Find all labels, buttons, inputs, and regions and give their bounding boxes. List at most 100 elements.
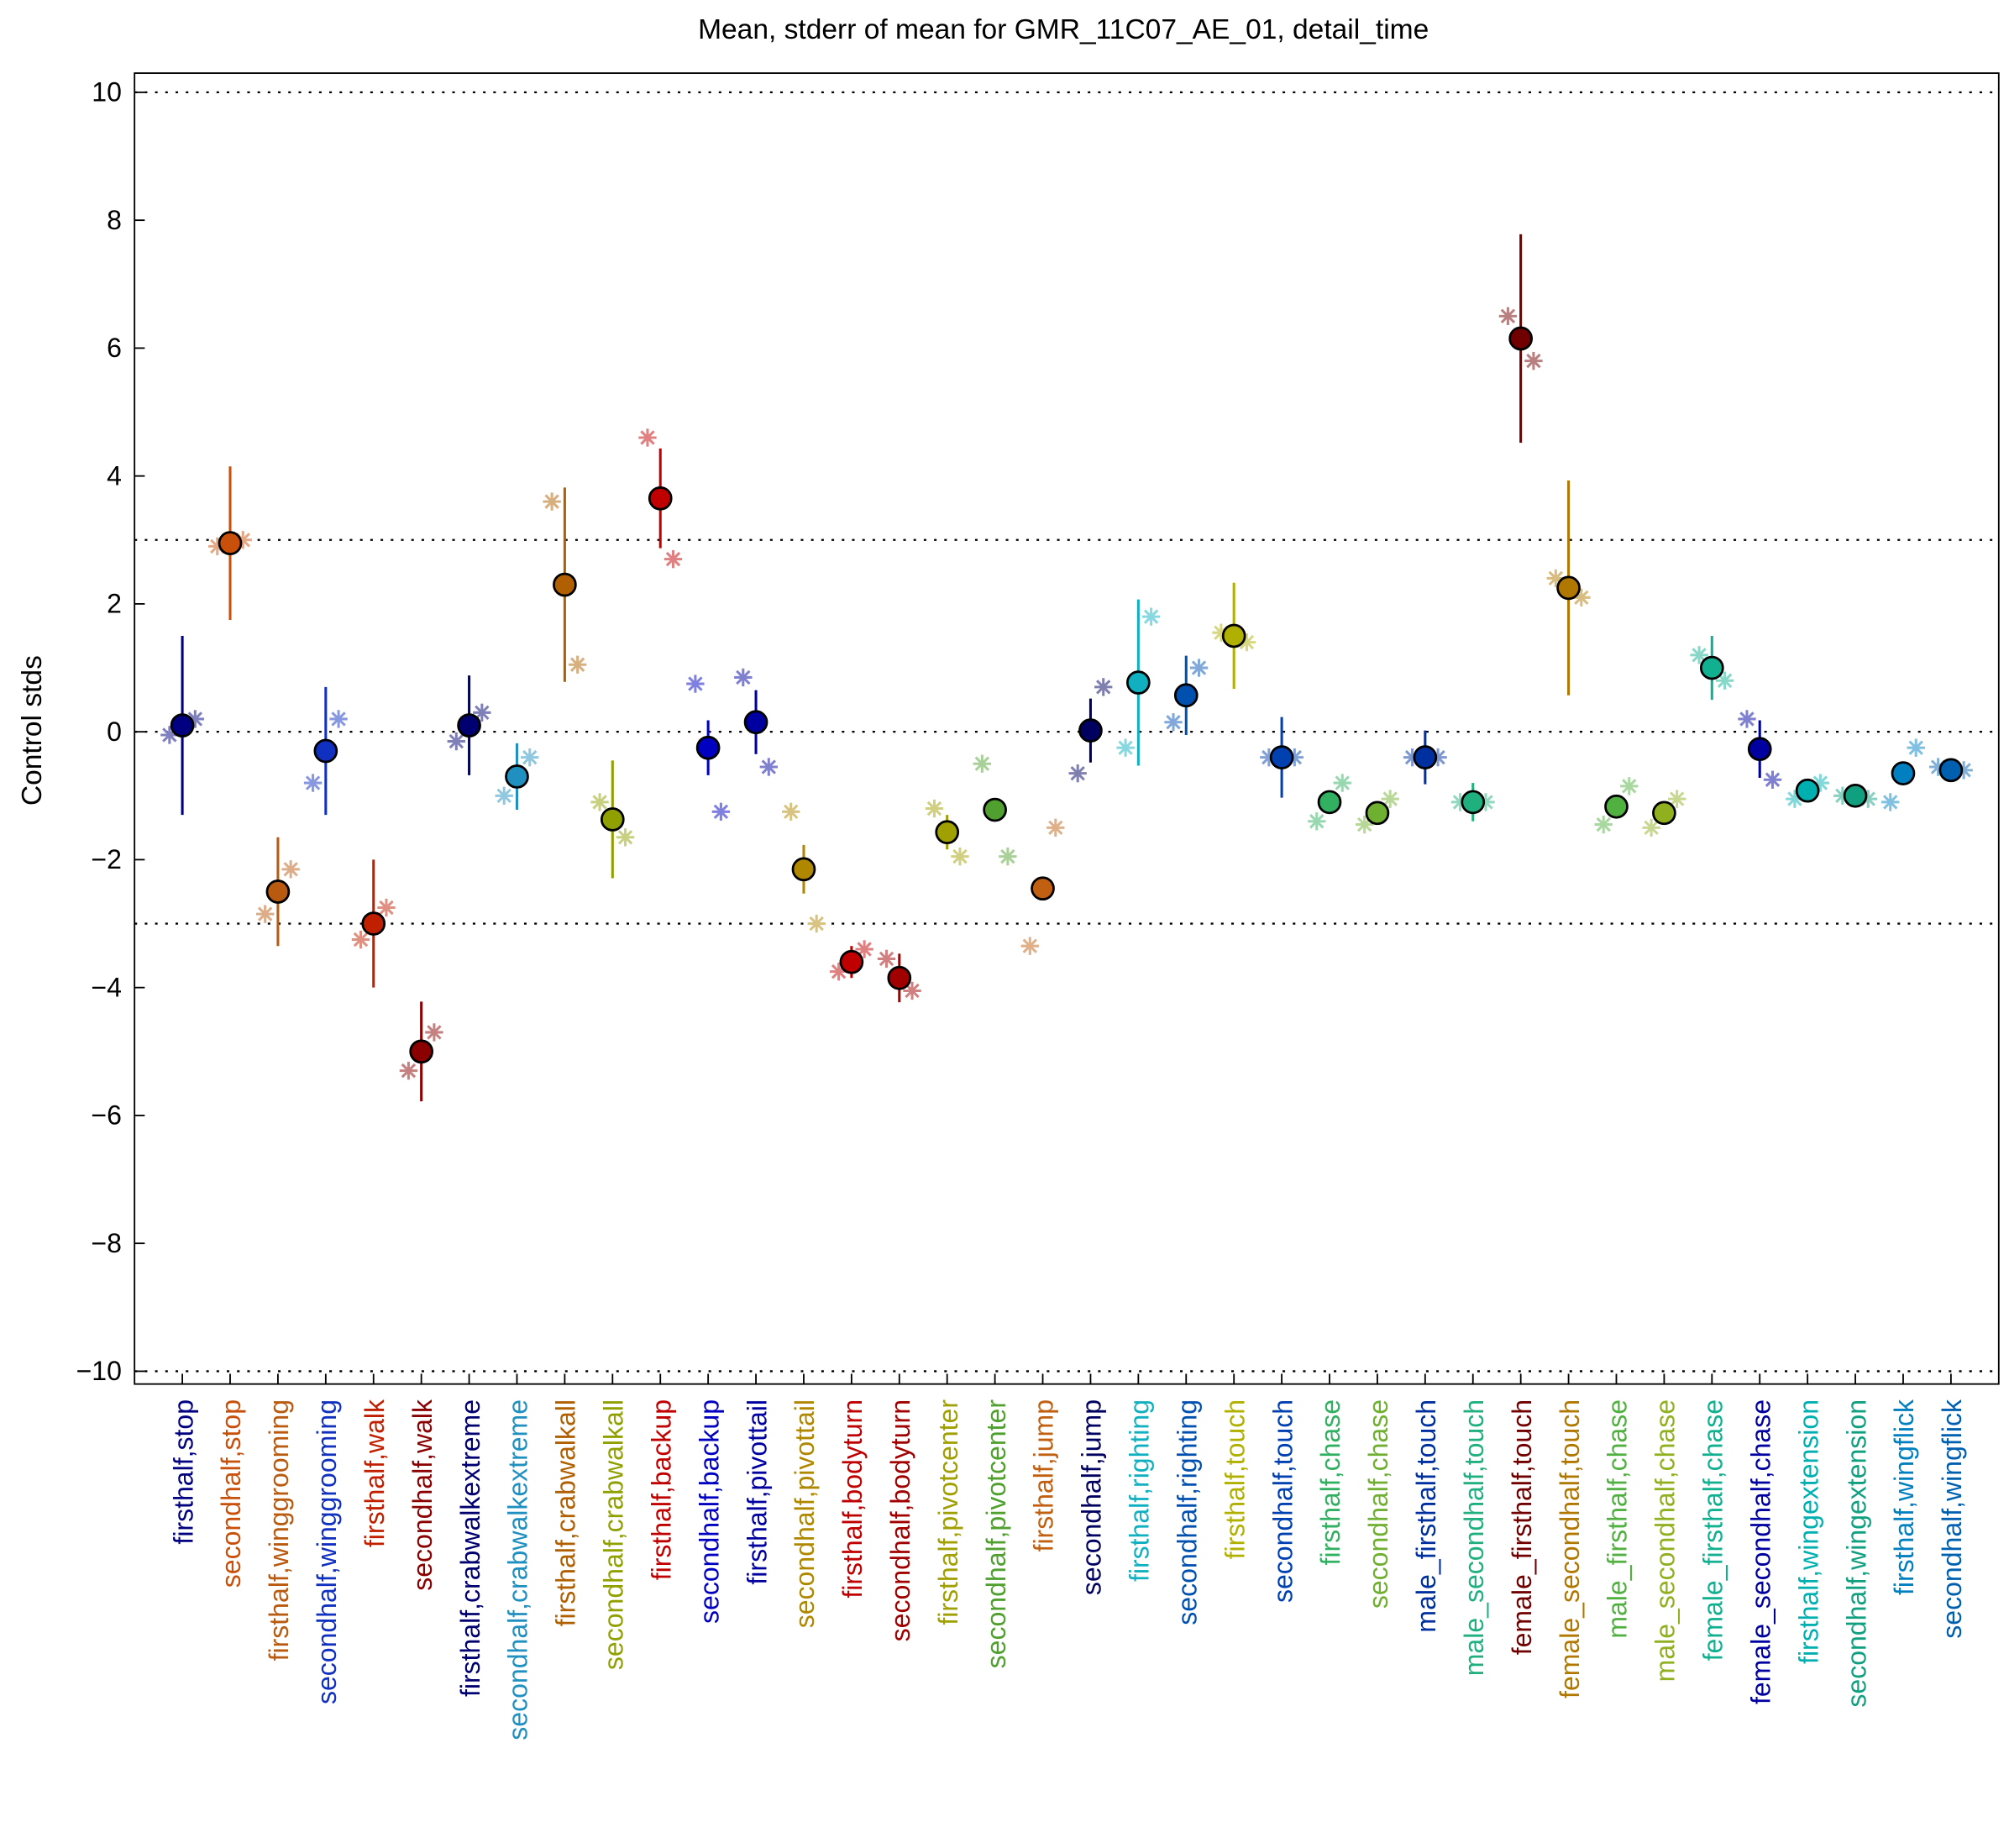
asterisk-stroke — [496, 788, 511, 803]
y-tick-label: 10 — [92, 77, 122, 108]
asterisk-stroke — [926, 801, 942, 816]
asterisk-stroke — [401, 1063, 417, 1079]
mean-marker — [1269, 745, 1294, 769]
asterisk — [686, 675, 705, 693]
asterisk — [1381, 790, 1399, 808]
plot-frame — [134, 72, 2000, 1385]
asterisk-stroke — [809, 916, 824, 932]
asterisk-stroke — [1574, 590, 1589, 606]
asterisk-stroke — [1596, 816, 1611, 832]
asterisk — [1046, 818, 1065, 837]
asterisk-stroke — [1022, 938, 1037, 953]
x-tick-label: firsthalf,jump — [1029, 1399, 1059, 1551]
asterisk — [377, 898, 396, 917]
x-tick-label: firsthalf,crabwalkextreme — [455, 1399, 485, 1697]
mean-marker — [1891, 761, 1916, 785]
x-tick-label: firsthalf,crabwalkall — [551, 1399, 581, 1626]
mean-marker — [1126, 670, 1151, 695]
asterisk — [543, 492, 561, 511]
asterisk-stroke — [1765, 772, 1781, 787]
asterisk — [999, 847, 1017, 866]
asterisk-stroke — [1143, 609, 1159, 624]
asterisk — [1189, 659, 1209, 677]
mean-marker — [648, 486, 673, 511]
asterisk-stroke — [1335, 775, 1350, 790]
asterisk — [447, 732, 465, 751]
y-tick-label: −2 — [91, 844, 122, 874]
x-tick-label: firsthalf,stop — [168, 1399, 198, 1545]
asterisk-stroke — [257, 906, 273, 921]
asterisk — [495, 786, 513, 805]
asterisk-stroke — [475, 705, 490, 721]
mean-marker — [1747, 737, 1772, 762]
mean-marker — [1699, 655, 1724, 680]
mean-marker — [361, 911, 386, 936]
asterisk-stroke — [1382, 791, 1398, 806]
asterisk — [281, 860, 300, 879]
asterisk-stroke — [283, 862, 298, 877]
asterisk — [759, 758, 778, 776]
x-tick-label: secondhalf,pivottail — [789, 1399, 820, 1628]
asterisk-stroke — [952, 848, 968, 864]
asterisk-stroke — [617, 830, 633, 845]
asterisk-stroke — [522, 749, 538, 765]
mean-marker — [1221, 623, 1246, 648]
mean-marker — [1031, 876, 1055, 901]
asterisk — [1594, 815, 1613, 834]
asterisk-stroke — [544, 494, 559, 509]
asterisk-stroke — [1191, 660, 1207, 675]
mean-marker — [983, 797, 1007, 822]
asterisk — [255, 905, 275, 923]
asterisk — [473, 703, 491, 722]
asterisk — [1068, 764, 1087, 783]
asterisk — [521, 748, 539, 767]
asterisk-stroke — [1717, 673, 1733, 688]
asterisk-stroke — [761, 759, 777, 774]
x-tick-label: male_firsthalf,touch — [1411, 1399, 1441, 1633]
asterisk-stroke — [1526, 353, 1541, 369]
asterisk-stroke — [1239, 634, 1255, 650]
asterisk — [568, 655, 587, 674]
asterisk — [616, 828, 635, 847]
mean-marker — [1365, 801, 1390, 826]
asterisk-stroke — [1692, 648, 1707, 663]
asterisk-stroke — [665, 551, 681, 567]
x-tick-label: secondhalf,wingextension — [1841, 1399, 1871, 1708]
asterisk — [329, 710, 348, 728]
x-tick-label: secondhalf,chase — [1363, 1399, 1393, 1609]
chart-title: Mean, stderr of mean for GMR_11C07_AE_01… — [698, 14, 1429, 45]
asterisk-stroke — [1166, 715, 1181, 730]
x-tick-label: secondhalf,stop — [216, 1399, 246, 1588]
mean-marker — [218, 531, 243, 555]
asterisk — [425, 1023, 443, 1042]
asterisk-stroke — [974, 756, 990, 771]
asterisk-stroke — [1908, 740, 1923, 755]
asterisk-stroke — [1000, 848, 1015, 864]
asterisk-stroke — [1669, 791, 1685, 806]
asterisk — [664, 549, 683, 569]
mean-marker — [1461, 790, 1486, 815]
asterisk-stroke — [713, 804, 729, 820]
y-tick-label: −10 — [76, 1356, 122, 1386]
asterisk-stroke — [331, 711, 346, 727]
asterisk — [855, 940, 873, 958]
asterisk-stroke — [1048, 820, 1063, 836]
y-tick-label: 0 — [107, 717, 122, 747]
x-tick-label: secondhalf,righting — [1172, 1399, 1202, 1625]
asterisk-stroke — [1095, 680, 1111, 695]
asterisk — [951, 847, 969, 866]
asterisk-stroke — [1500, 308, 1516, 324]
x-tick-label: firsthalf,winggrooming — [264, 1399, 294, 1661]
y-tick-label: −4 — [91, 972, 122, 1002]
asterisk — [1524, 351, 1543, 370]
x-tick-label: firsthalf,walk — [359, 1399, 390, 1547]
x-tick-label: secondhalf,jump — [1077, 1399, 1107, 1595]
mean-marker — [265, 879, 291, 904]
x-tick-label: female_secondhalf,touch — [1555, 1399, 1585, 1698]
asterisk-stroke — [379, 900, 394, 916]
mean-marker — [791, 857, 816, 882]
x-tick-label: female_firsthalf,chase — [1698, 1399, 1728, 1661]
mean-marker — [409, 1039, 433, 1064]
x-tick-label: firsthalf,wingextension — [1793, 1399, 1823, 1664]
mean-marker — [457, 713, 481, 738]
